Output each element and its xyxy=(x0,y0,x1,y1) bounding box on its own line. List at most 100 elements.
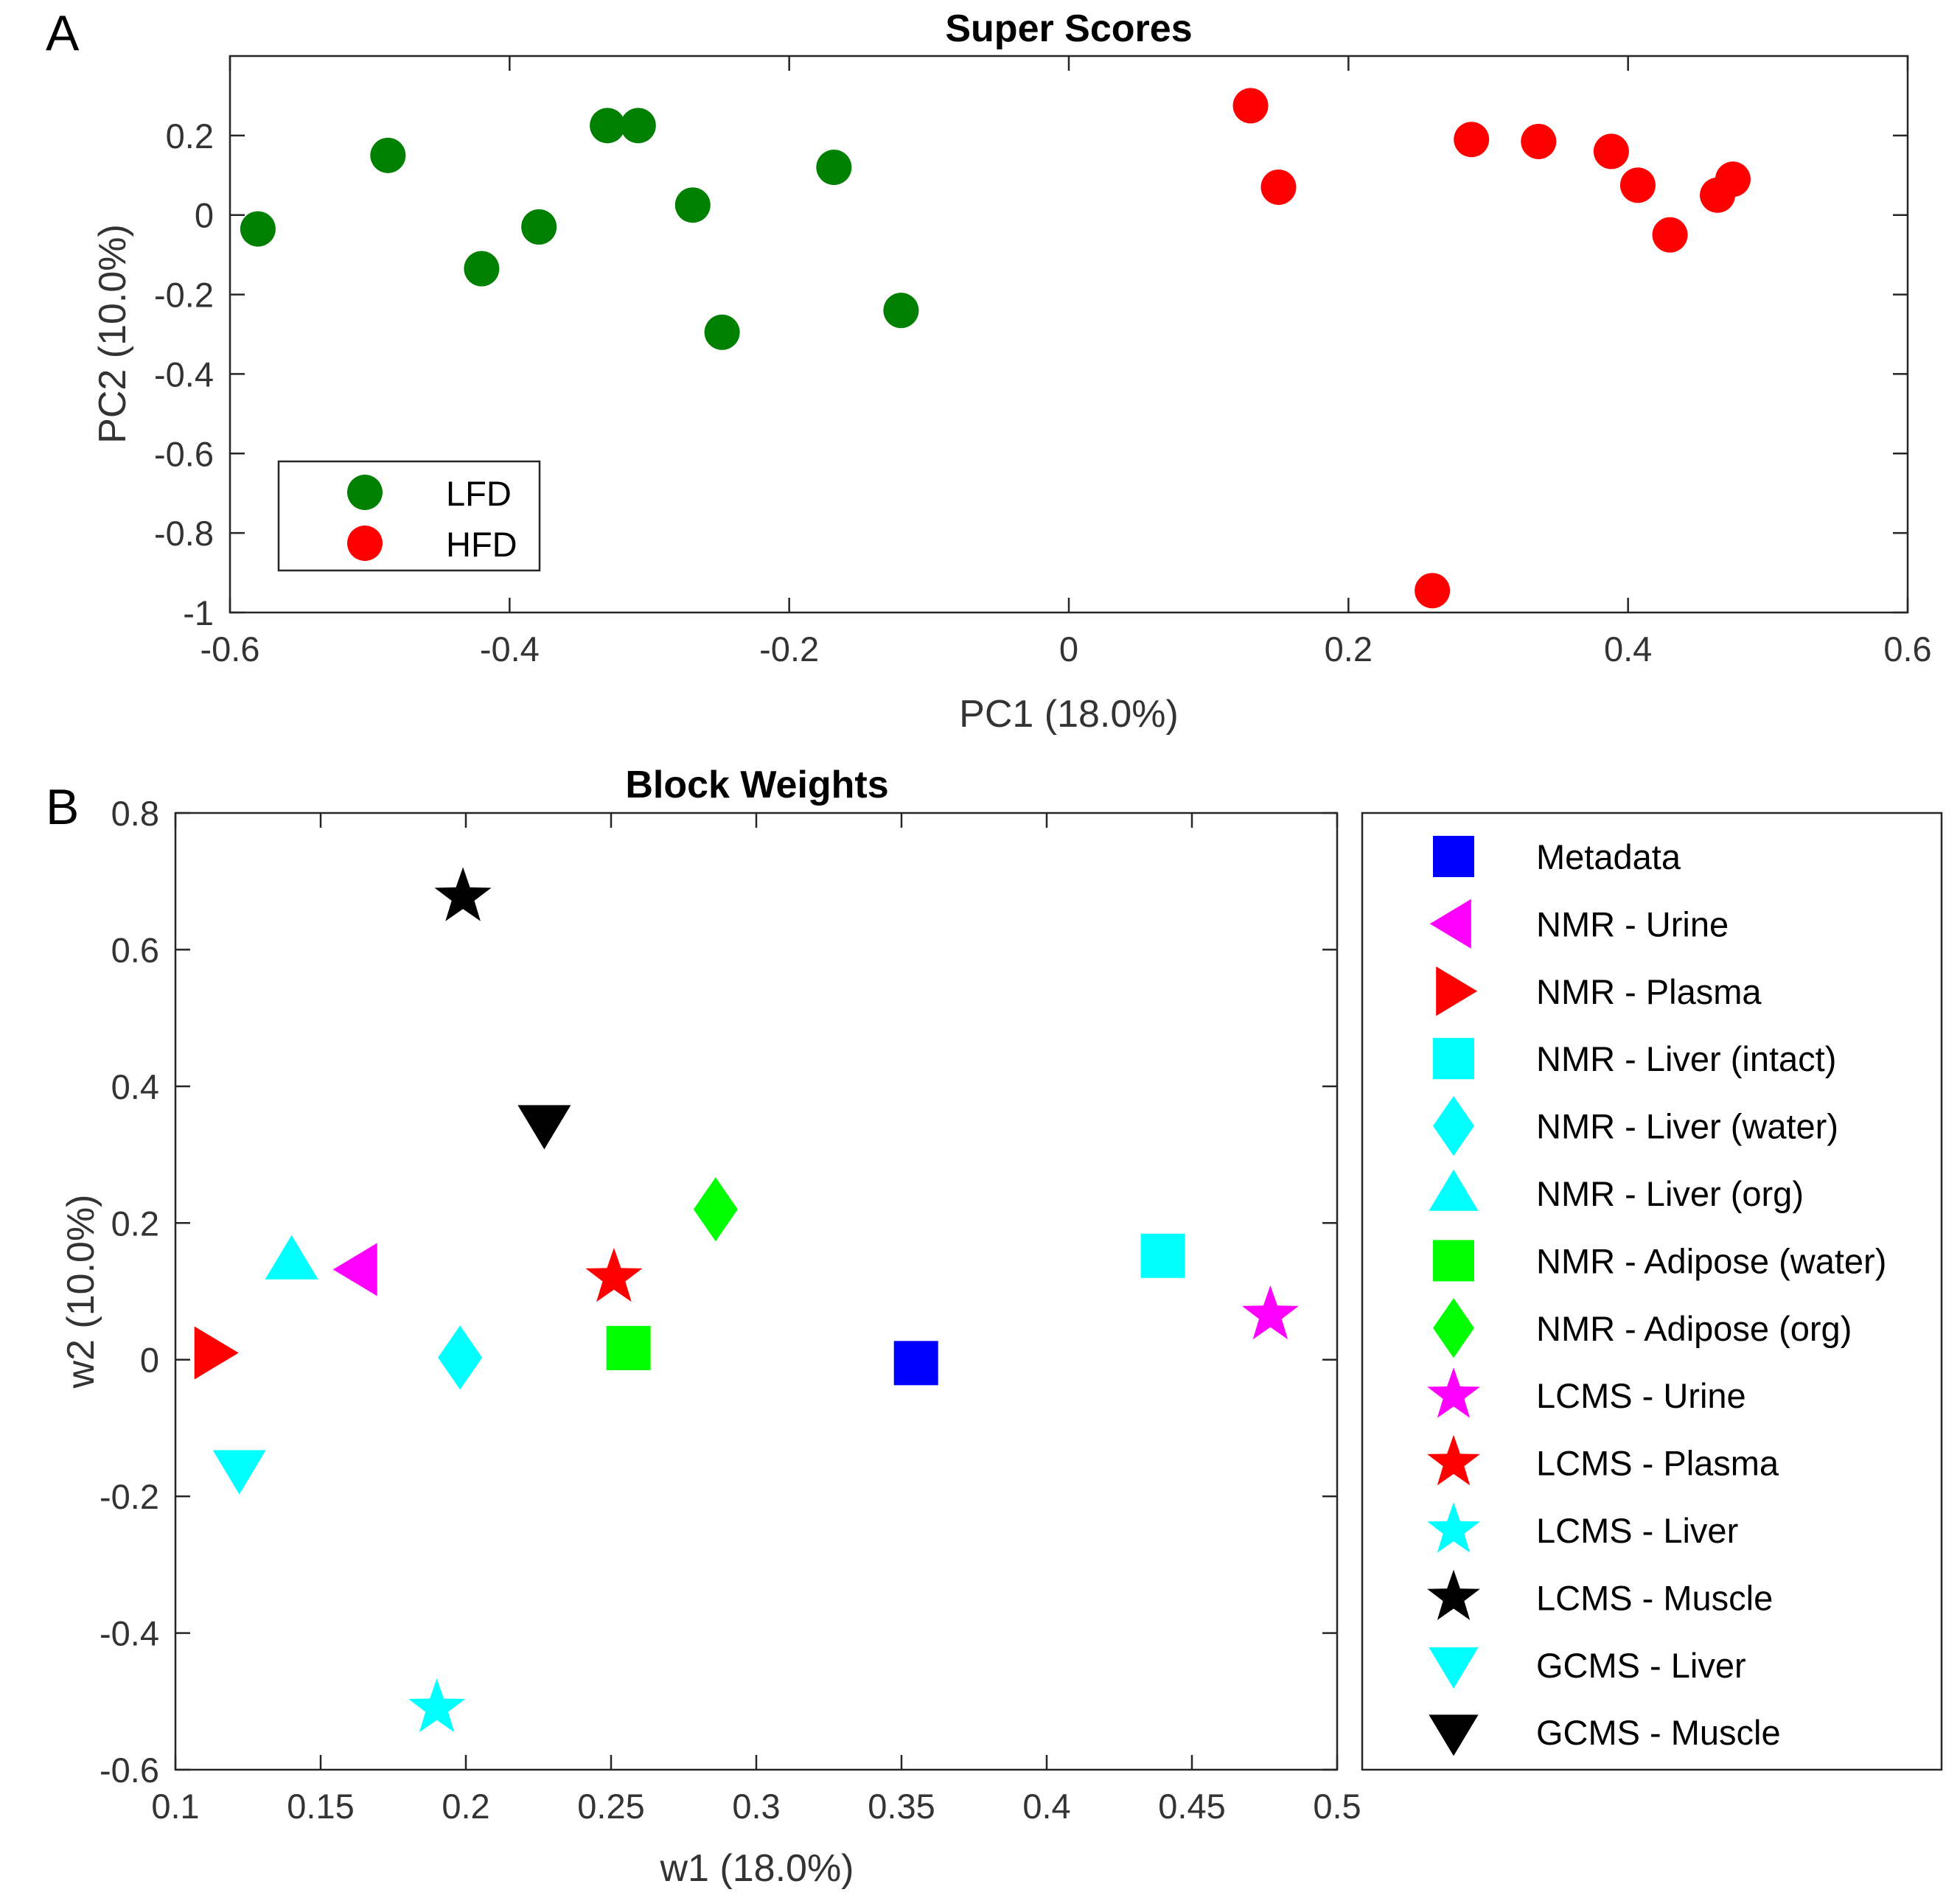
point-nmr-adipose-org xyxy=(693,1177,738,1242)
legend-marker-gcms-muscle xyxy=(1429,1714,1479,1756)
point-nmr-urine xyxy=(332,1243,377,1297)
x-tick-label-b: 0.2 xyxy=(442,1787,489,1826)
x-tick-label-a: -0.4 xyxy=(480,629,540,669)
legend-a: LFD HFD xyxy=(277,460,541,572)
point-lcms-urine xyxy=(1241,1285,1299,1340)
legend-marker-nmr-adipose-water xyxy=(1433,1240,1474,1282)
legend-marker-nmr-liver-water xyxy=(1433,1096,1474,1156)
point-lfd xyxy=(674,187,711,223)
panel-a-super-scores: A Super Scores -0.6 -0.4 -0.2 0 0.2 0.4 0.6-1-… xyxy=(46,5,1932,736)
x-axis-label-a: PC1 (18.0%) xyxy=(959,693,1179,736)
point-lfd xyxy=(883,293,919,329)
legend-marker-nmr-urine xyxy=(1429,898,1471,949)
point-nmr-liver-org xyxy=(265,1235,318,1280)
legend-label-lcms-liver: LCMS - Liver xyxy=(1536,1511,1738,1550)
legend-label-nmr-liver-intact: NMR - Liver (intact) xyxy=(1536,1039,1836,1078)
point-lfd xyxy=(240,211,276,247)
point-nmr-adipose-water xyxy=(606,1325,651,1370)
point-hfd xyxy=(1652,217,1688,253)
legend-label-nmr-liver-org: NMR - Liver (org) xyxy=(1536,1174,1804,1213)
legend-marker-lcms-plasma xyxy=(1427,1434,1480,1486)
point-lfd xyxy=(464,251,500,287)
y-tick-label-b: 0 xyxy=(140,1341,159,1380)
panel-b-block-weights: B Block Weights 0.1 0.15 0.2 0.25 0.3 0.35 0.4… xyxy=(46,764,1943,1890)
points-b xyxy=(194,867,1299,1733)
point-lfd xyxy=(620,108,656,144)
y-tick-label-b: 0.6 xyxy=(111,930,159,969)
point-lfd xyxy=(816,150,852,185)
point-hfd xyxy=(1260,169,1297,205)
y-tick-label-a: -0.6 xyxy=(154,434,214,473)
legend-label-hfd: HFD xyxy=(446,525,517,564)
point-lfd xyxy=(521,209,557,245)
point-nmr-liver-intact xyxy=(1140,1233,1185,1278)
y-tick-label-b: -0.2 xyxy=(100,1477,159,1516)
legend-marker-lcms-muscle xyxy=(1427,1569,1480,1620)
legend-marker-lcms-liver xyxy=(1427,1502,1480,1553)
legend-box-b xyxy=(1361,812,1943,1771)
y-tick-label-a: -0.4 xyxy=(154,355,214,394)
x-tick-label-a: 0.4 xyxy=(1604,629,1652,669)
legend-marker-gcms-liver xyxy=(1429,1647,1479,1689)
legend-label-gcms-liver: GCMS - Liver xyxy=(1536,1646,1746,1685)
point-nmr-liver-water xyxy=(438,1325,483,1390)
x-tick-label-b: 0.3 xyxy=(732,1787,780,1826)
legend-label-nmr-urine: NMR - Urine xyxy=(1536,904,1729,943)
legend-b: Metadata NMR - Urine NMR - Plasma NMR - Liv… xyxy=(1361,812,1943,1771)
legend-label-gcms-muscle: GCMS - Muscle xyxy=(1536,1713,1781,1752)
legend-label-lfd: LFD xyxy=(446,474,512,513)
x-tick-label-a: -0.2 xyxy=(759,629,819,669)
legend-marker-hfd xyxy=(347,526,383,561)
point-lfd xyxy=(370,137,406,173)
y-tick-label-b: -0.6 xyxy=(100,1751,159,1790)
point-hfd xyxy=(1619,167,1656,203)
legend-label-lcms-muscle: LCMS - Muscle xyxy=(1536,1578,1773,1617)
point-lfd xyxy=(590,108,626,144)
y-tick-label-a: -0.8 xyxy=(154,514,214,553)
point-hfd xyxy=(1415,573,1451,609)
plot-area-b xyxy=(174,812,1339,1771)
point-gcms-muscle xyxy=(517,1105,571,1150)
legend-label-nmr-plasma: NMR - Plasma xyxy=(1536,972,1762,1011)
chart-title-a: Super Scores xyxy=(945,7,1192,50)
y-tick-label-a: -1 xyxy=(183,593,214,632)
y-axis-label-b: w2 (10.0%) xyxy=(60,1195,102,1389)
chart-title-b: Block Weights xyxy=(625,764,888,806)
legend-marker-lcms-urine xyxy=(1427,1367,1480,1418)
point-hfd xyxy=(1715,161,1751,198)
x-tick-label-a: 0.6 xyxy=(1883,629,1931,669)
points-a xyxy=(240,88,1751,609)
legend-label-nmr-adipose-org: NMR - Adipose (org) xyxy=(1536,1309,1852,1348)
x-tick-label-a: 0.2 xyxy=(1325,629,1373,669)
legend-marker-lfd xyxy=(347,475,383,510)
y-tick-label-a: -0.2 xyxy=(154,276,214,315)
x-tick-label-b: 0.35 xyxy=(868,1787,935,1826)
x-tick-label-a: 0 xyxy=(1059,629,1078,669)
point-hfd xyxy=(1232,88,1269,124)
x-tick-label-b: 0.5 xyxy=(1313,1787,1361,1826)
legend-marker-nmr-adipose-org xyxy=(1433,1298,1474,1358)
legend-label-lcms-urine: LCMS - Urine xyxy=(1536,1376,1746,1415)
legend-marker-metadata xyxy=(1433,836,1474,877)
y-tick-label-b: -0.4 xyxy=(100,1614,159,1653)
legend-label-metadata: Metadata xyxy=(1536,837,1681,876)
panel-letter-a: A xyxy=(46,5,80,61)
legend-label-nmr-liver-water: NMR - Liver (water) xyxy=(1536,1107,1838,1146)
point-hfd xyxy=(1521,123,1557,159)
x-tick-label-b: 0.1 xyxy=(151,1787,199,1826)
x-tick-label-b: 0.15 xyxy=(287,1787,354,1826)
point-hfd xyxy=(1593,133,1629,170)
ticks-a: -0.6 -0.4 -0.2 0 0.2 0.4 0.6 -1 -0.8 -0.6 -0.4 -0.2… xyxy=(154,56,1932,669)
y-tick-label-b: 0.2 xyxy=(111,1204,159,1243)
y-axis-label-a: PC2 (10.0%) xyxy=(91,224,134,444)
y-tick-label-b: 0.8 xyxy=(111,794,159,833)
point-lcms-liver xyxy=(408,1678,466,1733)
legend-marker-nmr-liver-org xyxy=(1429,1169,1479,1211)
x-tick-label-a: -0.6 xyxy=(200,629,260,669)
legend-marker-nmr-liver-intact xyxy=(1433,1038,1474,1080)
point-lfd xyxy=(704,314,740,350)
legend-label-nmr-adipose-water: NMR - Adipose (water) xyxy=(1536,1241,1886,1280)
point-metadata xyxy=(893,1341,938,1386)
panel-letter-b: B xyxy=(46,779,79,835)
